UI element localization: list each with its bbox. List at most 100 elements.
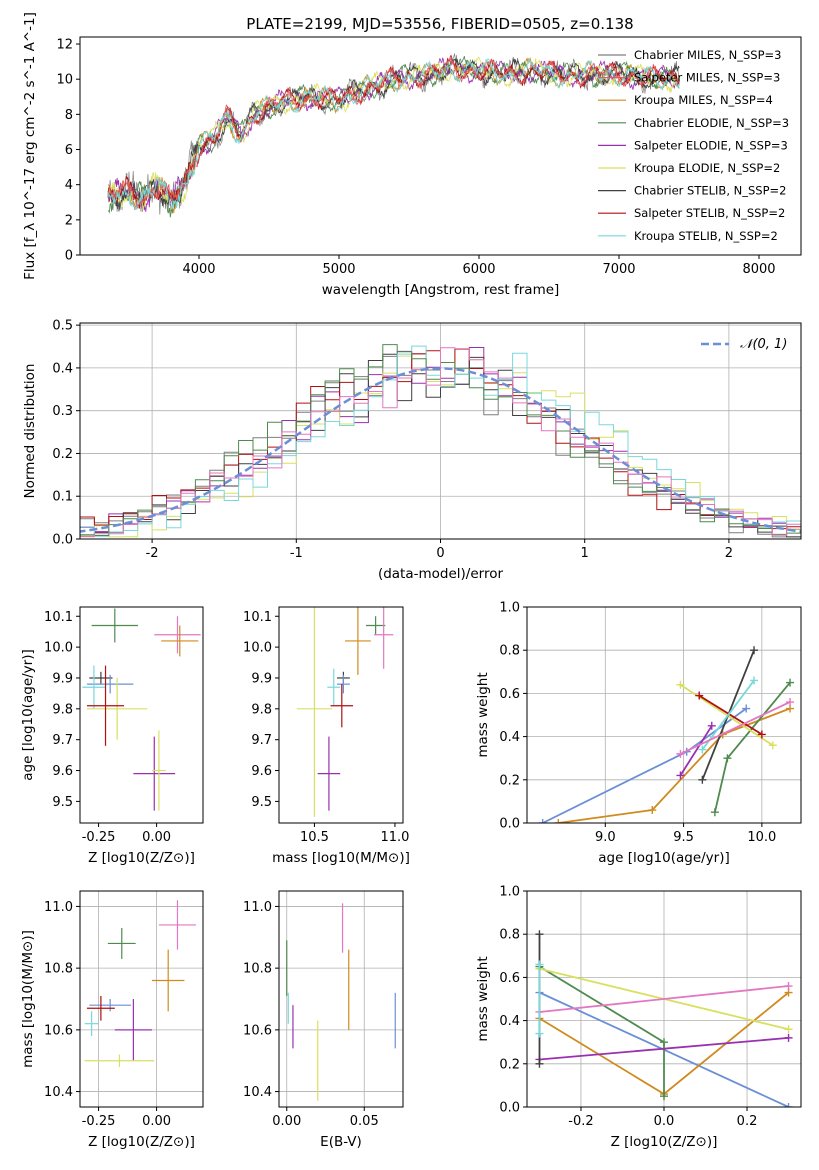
x-tick-label: 10.0 bbox=[747, 830, 776, 845]
y-tick-label: 0.0 bbox=[499, 817, 520, 832]
plus-marker bbox=[768, 741, 777, 750]
legend-label: 𝒩(0, 1) bbox=[740, 337, 787, 352]
errorbar-point bbox=[86, 677, 148, 740]
plus-marker bbox=[660, 1038, 668, 1047]
x-tick-label: 11.0 bbox=[380, 830, 409, 845]
x-tick-label: 0.00 bbox=[272, 1114, 301, 1129]
y-tick-label: 9.6 bbox=[52, 764, 73, 779]
x-axis-label: wavelength [Angstrom, rest frame] bbox=[322, 282, 560, 298]
x-tick-label: 0.0 bbox=[654, 1114, 675, 1129]
plus-marker bbox=[784, 982, 793, 991]
plus-marker bbox=[784, 1103, 793, 1107]
x-tick-label: 9.5 bbox=[673, 830, 694, 845]
y-tick-label: 9.7 bbox=[251, 733, 272, 748]
y-axis-label: age [log10(age/yr)] bbox=[20, 649, 36, 781]
y-tick-label: 9.7 bbox=[52, 733, 73, 748]
y-tick-label: 0.6 bbox=[499, 971, 520, 986]
y-axis-label: mass [log10(M/M⊙)] bbox=[20, 930, 36, 1068]
plus-marker bbox=[535, 1059, 544, 1068]
spectrum-line-5 bbox=[107, 56, 680, 211]
y-tick-label: 0 bbox=[65, 249, 73, 264]
panel-mass_vs_ebv: 0.00 0.05 10.4 10.6 10.8 11.0 E(B-V) bbox=[243, 890, 404, 1150]
errorbar-point bbox=[327, 668, 341, 706]
y-tick-label: 12 bbox=[56, 38, 73, 53]
y-tick-label: 10.8 bbox=[44, 962, 73, 977]
plus-marker bbox=[710, 808, 719, 817]
y-tick-label: 10.8 bbox=[243, 962, 272, 977]
x-axis-label: Z [log10(Z/Z⊙)] bbox=[88, 850, 195, 866]
errorbar-point bbox=[345, 607, 371, 675]
y-tick-label: 9.5 bbox=[251, 795, 272, 810]
axes-frame bbox=[79, 890, 204, 1108]
errorbar-point bbox=[86, 995, 115, 1021]
y-tick-label: 0.3 bbox=[52, 404, 73, 419]
plus-marker bbox=[538, 819, 547, 823]
panel-age_vs_mass: 10.5 11.0 9.5 9.6 9.7 9.8 9.9 10.0 10.1 mass [log… bbox=[243, 606, 410, 866]
weight-line-4 bbox=[679, 684, 774, 746]
panel-spectrum: 4000 5000 6000 7000 8000 0 2 4 6 8 10 12 wavelength … bbox=[22, 12, 802, 298]
weight-line-6 bbox=[698, 694, 763, 736]
plus-marker bbox=[723, 754, 732, 763]
plus-marker bbox=[535, 1029, 544, 1038]
errorbar-point bbox=[89, 999, 132, 1012]
plus-marker bbox=[707, 721, 716, 730]
x-tick-label: 0 bbox=[436, 546, 444, 561]
plus-marker bbox=[698, 745, 707, 754]
errorbar-point bbox=[84, 1011, 99, 1037]
y-tick-label: 9.8 bbox=[52, 702, 73, 717]
y-tick-label: 10 bbox=[56, 73, 73, 88]
errorbar-point bbox=[151, 949, 185, 1012]
x-tick-label: 1 bbox=[581, 546, 589, 561]
y-tick-label: 6 bbox=[65, 143, 73, 158]
spectrum-line-8 bbox=[107, 58, 680, 211]
y-tick-label: 1.0 bbox=[499, 885, 520, 900]
y-tick-label: 10.4 bbox=[243, 1085, 272, 1100]
errorbar-point bbox=[107, 928, 136, 959]
plot-area-mass_vs_Z bbox=[84, 900, 197, 1067]
plus-marker bbox=[784, 1025, 793, 1034]
legend-label: Kroupa STELIB, N_SSP=2 bbox=[634, 229, 778, 243]
plot-area-spectrum bbox=[107, 53, 680, 218]
axes-frame bbox=[278, 606, 404, 824]
plus-marker bbox=[750, 646, 759, 655]
errorbar-point bbox=[158, 900, 197, 950]
y-tick-label: 9.9 bbox=[251, 671, 272, 686]
panel-mass_weight_vs_Z: -0.2 0.0 0.2 0.0 0.2 0.4 0.6 0.8 1.0 Z [log10(Z/Z… bbox=[475, 885, 802, 1150]
weight-line-1 bbox=[558, 707, 791, 823]
weight-line-7 bbox=[701, 679, 755, 751]
y-tick-label: 0.8 bbox=[499, 644, 520, 659]
weight-line-3 bbox=[679, 725, 713, 776]
errorbar-point bbox=[89, 671, 113, 685]
y-tick-label: 4 bbox=[65, 178, 73, 193]
x-tick-label: 0.2 bbox=[737, 1114, 758, 1129]
plus-marker bbox=[742, 704, 751, 713]
y-tick-label: 9.8 bbox=[251, 702, 272, 717]
plus-marker bbox=[676, 680, 685, 689]
y-tick-label: 10.0 bbox=[243, 641, 272, 656]
legend-label: Salpeter ELODIE, N_SSP=3 bbox=[634, 138, 788, 152]
y-tick-label: 0.4 bbox=[52, 361, 73, 376]
plus-marker bbox=[676, 749, 685, 758]
y-tick-label: 0.8 bbox=[499, 928, 520, 943]
x-tick-label: -0.2 bbox=[568, 1114, 593, 1129]
x-tick-label: 7000 bbox=[602, 262, 635, 277]
legend-label: Salpeter STELIB, N_SSP=2 bbox=[634, 206, 785, 220]
plot-area-mass_vs_ebv bbox=[286, 903, 396, 1101]
panel-mass_weight_vs_age: 9.0 9.5 10.0 0.0 0.2 0.4 0.6 0.8 1.0 age [log10(a… bbox=[475, 601, 802, 866]
legend-label: Chabrier MILES, N_SSP=3 bbox=[634, 48, 781, 62]
x-tick-label: 5000 bbox=[322, 262, 355, 277]
axes-frame bbox=[278, 890, 404, 1108]
plot-area-residuals bbox=[80, 344, 801, 539]
y-tick-label: 10.6 bbox=[44, 1023, 73, 1038]
spectrum-line-3 bbox=[107, 56, 680, 218]
y-tick-label: 0.2 bbox=[499, 1057, 520, 1072]
plus-marker bbox=[698, 775, 707, 784]
y-tick-label: 0.1 bbox=[52, 490, 73, 505]
y-tick-label: 0.5 bbox=[52, 319, 73, 334]
x-tick-label: 10.5 bbox=[300, 830, 329, 845]
y-tick-label: 0.2 bbox=[52, 447, 73, 462]
plot-area-mass_weight_vs_age bbox=[538, 646, 795, 823]
weight-line-2 bbox=[714, 682, 791, 813]
x-tick-label: 8000 bbox=[742, 262, 775, 277]
